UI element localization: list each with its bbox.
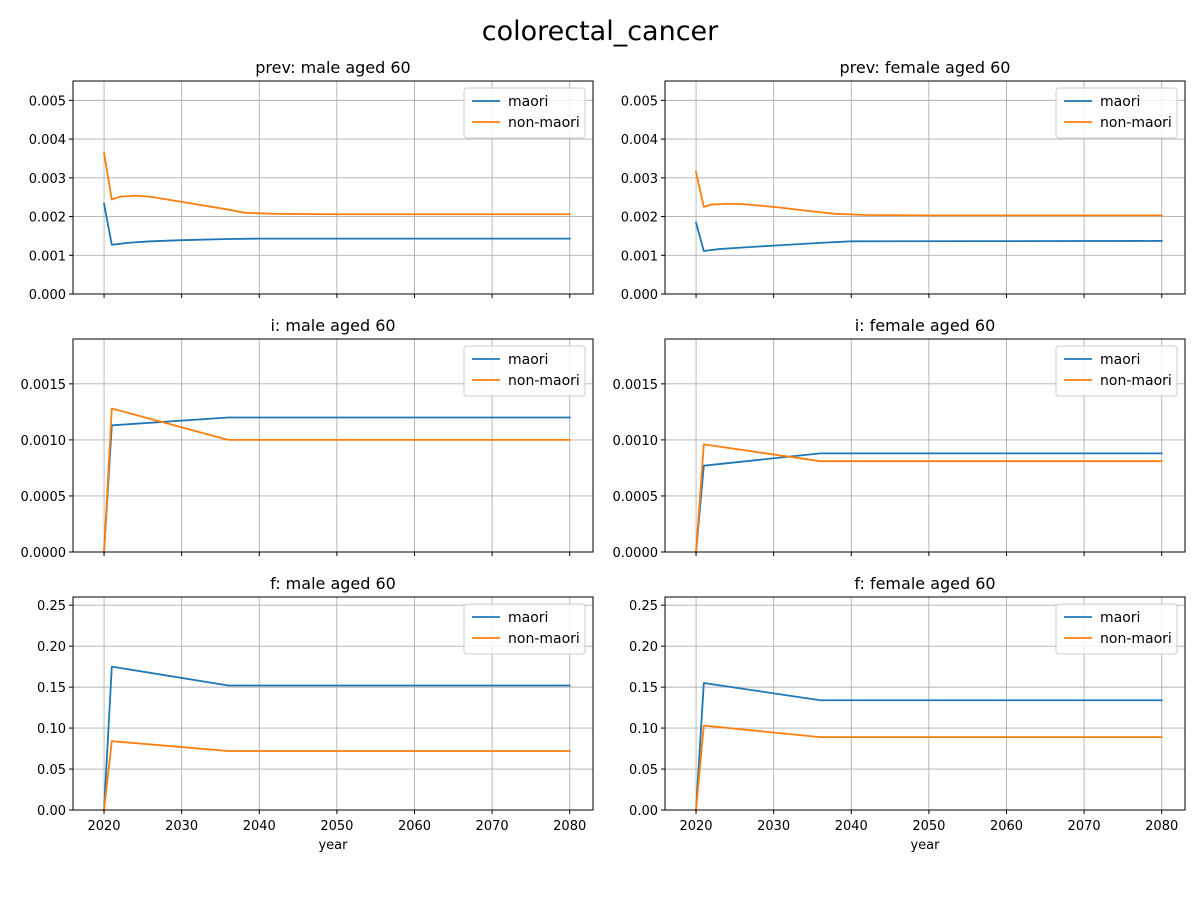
y-tick-label: 0.10 <box>37 722 66 737</box>
y-tick-label: 0.15 <box>37 681 66 696</box>
y-tick-label: 0.003 <box>621 172 658 187</box>
series-line-maori <box>102 202 571 246</box>
legend: maori non-maori <box>463 603 586 655</box>
y-tick-label: 0.000 <box>29 288 66 303</box>
y-tick-label: 0.0010 <box>613 434 659 449</box>
subplot-title: f: female aged 60 <box>854 574 995 593</box>
axes-frame <box>72 596 594 811</box>
y-tick-label: 0.15 <box>629 681 658 696</box>
y-tick-label: 0.0000 <box>21 546 67 561</box>
y-tick-label: 0.05 <box>629 763 658 778</box>
legend-label-maori: maori <box>508 352 548 368</box>
y-tick-label: 0.0000 <box>613 546 659 561</box>
x-tick-label: 2020 <box>87 819 120 834</box>
y-tick-label: 0.0015 <box>613 378 659 393</box>
subplot-title: prev: female aged 60 <box>840 58 1011 77</box>
y-tick-label: 0.0005 <box>21 490 67 505</box>
y-tick-label: 0.003 <box>29 172 66 187</box>
legend-label-maori: maori <box>508 610 548 626</box>
series-line-non-maori <box>103 151 571 216</box>
series-line-maori <box>695 682 1163 811</box>
legend-label-non-maori: non-maori <box>1100 631 1172 647</box>
series-line-non-maori <box>695 443 1163 553</box>
y-tick-label: 0.002 <box>621 211 658 226</box>
y-tick-label: 0.20 <box>37 640 66 655</box>
y-tick-label: 0.000 <box>621 288 658 303</box>
y-tick-label: 0.00 <box>37 804 66 819</box>
subplot-title: i: male aged 60 <box>270 316 395 335</box>
y-tick-label: 0.005 <box>29 94 66 109</box>
subplot-4: 0.0000 0.0005 0.0010 0.0015 i: female aged 6… <box>613 316 1186 561</box>
y-tick-label: 0.004 <box>29 133 66 148</box>
subplot-1: 0.000 0.001 0.002 0.003 0.004 0.005 prev: male… <box>29 58 594 303</box>
series-line-maori <box>694 221 1163 252</box>
legend-label-maori: maori <box>1100 94 1140 110</box>
x-tick-label: 2030 <box>757 819 790 834</box>
axes-frame <box>664 80 1186 295</box>
y-tick-label: 0.25 <box>629 599 658 614</box>
y-tick-label: 0.0005 <box>613 490 659 505</box>
series-line-maori <box>103 665 571 811</box>
y-tick-label: 0.00 <box>629 804 658 819</box>
y-tick-label: 0.0015 <box>21 378 67 393</box>
legend: maori non-maori <box>463 87 586 139</box>
axes-frame <box>664 596 1186 811</box>
axes-frame <box>72 80 594 295</box>
y-tick-label: 0.10 <box>629 722 658 737</box>
legend-label-maori: maori <box>1100 610 1140 626</box>
legend: maori non-maori <box>1055 603 1178 655</box>
x-tick-label: 2060 <box>990 819 1023 834</box>
legend: maori non-maori <box>1055 87 1178 139</box>
x-tick-label: 2050 <box>912 819 945 834</box>
series-line-non-maori <box>103 407 571 553</box>
x-tick-label: 2070 <box>1068 819 1101 834</box>
y-tick-label: 0.002 <box>29 211 66 226</box>
legend-label-maori: maori <box>508 94 548 110</box>
subplot-grid: 0.000 0.001 0.002 0.003 0.004 0.005 prev: male… <box>21 58 1186 853</box>
y-tick-label: 0.20 <box>629 640 658 655</box>
figure-title: colorectal_cancer <box>482 16 719 47</box>
legend-label-non-maori: non-maori <box>508 631 580 647</box>
legend-label-maori: maori <box>1100 352 1140 368</box>
x-axis-label: year <box>910 838 940 853</box>
legend-label-non-maori: non-maori <box>508 373 580 389</box>
y-tick-label: 0.05 <box>37 763 66 778</box>
x-tick-label: 2030 <box>165 819 198 834</box>
subplot-2: 0.000 0.001 0.002 0.003 0.004 0.005 prev: fema… <box>621 58 1186 303</box>
x-tick-label: 2080 <box>553 819 586 834</box>
subplot-title: i: female aged 60 <box>855 316 996 335</box>
legend: maori non-maori <box>1055 345 1178 397</box>
x-tick-label: 2050 <box>320 819 353 834</box>
x-tick-label: 2040 <box>835 819 868 834</box>
subplot-5: 2020 2030 2040 2050 2060 2070 2080 0.00 0.05 0.10… <box>37 574 594 853</box>
y-tick-label: 0.001 <box>621 249 658 264</box>
legend-label-non-maori: non-maori <box>508 115 580 131</box>
y-tick-label: 0.25 <box>37 599 66 614</box>
subplot-title: prev: male aged 60 <box>255 58 410 77</box>
subplot-3: 0.0000 0.0005 0.0010 0.0015 i: male aged 60 m… <box>21 316 594 561</box>
legend-label-non-maori: non-maori <box>1100 115 1172 131</box>
x-tick-label: 2070 <box>476 819 509 834</box>
subplot-6: 2020 2030 2040 2050 2060 2070 2080 0.00 0.05 0.10… <box>629 574 1186 853</box>
series-line-non-maori <box>694 170 1163 217</box>
series-line-non-maori <box>103 740 571 811</box>
y-tick-label: 0.004 <box>621 133 658 148</box>
series-line-non-maori <box>695 724 1163 811</box>
x-tick-label: 2020 <box>679 819 712 834</box>
y-tick-label: 0.005 <box>621 94 658 109</box>
axes-frame <box>664 338 1186 553</box>
subplot-title: f: male aged 60 <box>270 574 396 593</box>
y-tick-label: 0.0010 <box>21 434 67 449</box>
x-tick-label: 2060 <box>398 819 431 834</box>
axes-frame <box>72 338 594 553</box>
legend-label-non-maori: non-maori <box>1100 373 1172 389</box>
x-tick-label: 2080 <box>1145 819 1178 834</box>
x-tick-label: 2040 <box>243 819 276 834</box>
x-axis-label: year <box>318 838 348 853</box>
legend: maori non-maori <box>463 345 586 397</box>
y-tick-label: 0.001 <box>29 249 66 264</box>
